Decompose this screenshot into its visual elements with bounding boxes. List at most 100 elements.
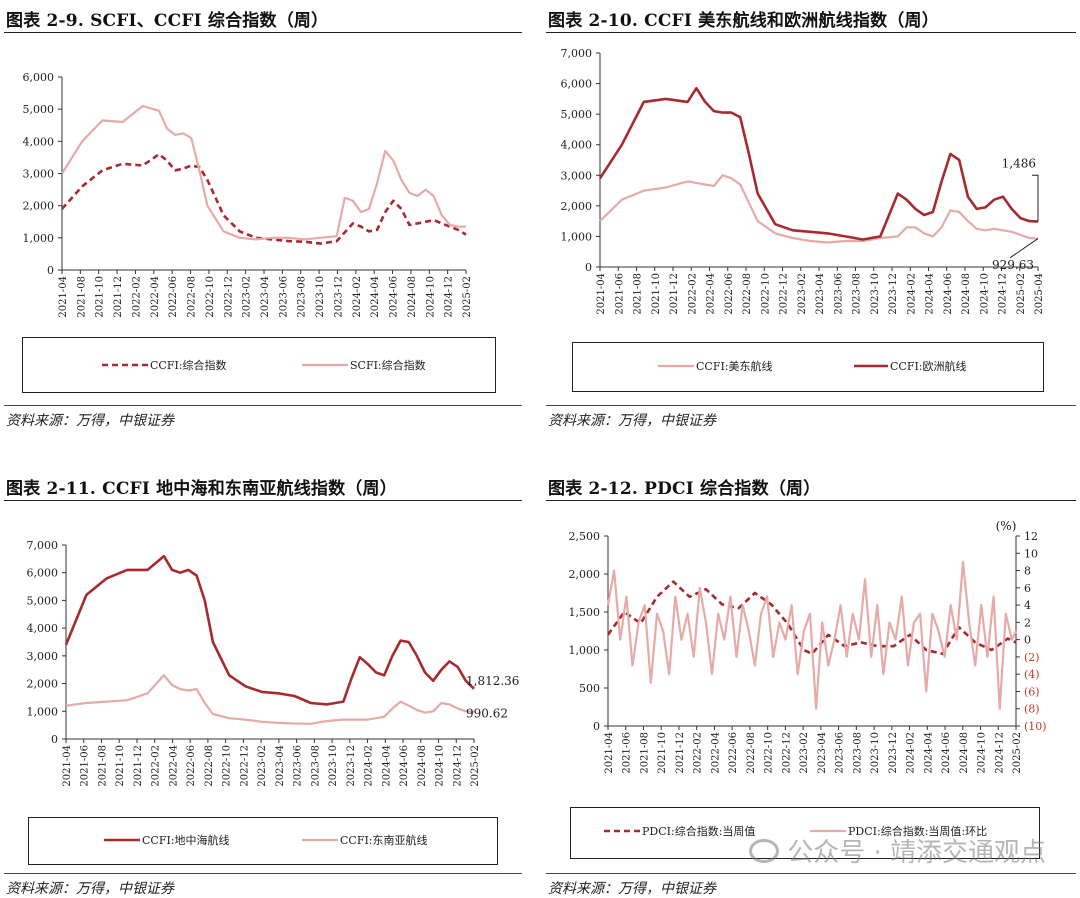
series-line-1 [598, 86, 1039, 241]
y2-tick-label: (10) [1024, 720, 1047, 733]
x-tick-label: 2024-08 [961, 273, 972, 315]
ccfi-us-east-europe-chart: 0 1,000 2,000 3,000 4,000 5,000 6,000 7,000 2021… [561, 47, 1046, 373]
y-tick-label: 7,000 [27, 539, 59, 552]
x-tick-label: 2022-10 [760, 273, 771, 315]
title-rule [546, 500, 1076, 501]
x-tick-label: 2023-08 [852, 273, 863, 315]
x-tick-label: 2021-06 [622, 732, 633, 774]
x-tick-label: 2023-10 [315, 276, 326, 318]
x-tick-label: 2022-02 [687, 273, 698, 315]
y-tick-label: 500 [579, 682, 600, 695]
x-tick-label: 2021-12 [669, 273, 680, 315]
x-tick-label: 2025-02 [1016, 273, 1027, 315]
x-tick-label: 2022-06 [186, 745, 197, 787]
x-tick-label: 2024-12 [998, 273, 1009, 315]
x-tick-label: 2023-04 [815, 273, 826, 315]
x-tick-label: 2022-12 [779, 273, 790, 315]
y-tick-label: 3,000 [561, 169, 593, 182]
x-tick-label: 2023-12 [888, 273, 899, 315]
x-tick-label: 2024-02 [906, 732, 917, 774]
y-tick-label: 4,000 [561, 139, 593, 152]
legend-box [572, 342, 1044, 392]
annotation-label: 1,486 [1002, 156, 1036, 170]
source-rule [546, 873, 1076, 874]
x-tick-label: 2024-06 [399, 745, 410, 787]
y-tick-label: 1,000 [561, 230, 593, 243]
x-tick-label: 2022-04 [150, 276, 161, 318]
x-tick-label: 2021-06 [614, 273, 625, 315]
x-tick-label: 2024-02 [906, 273, 917, 315]
x-tick-label: 2023-04 [275, 745, 286, 787]
chart-title-2-9: 图表 2-9. SCFI、CCFI 综合指数（周） [6, 11, 329, 31]
annotation-leader [1032, 174, 1039, 222]
source-rule [4, 405, 522, 406]
y-tick-label: 1,000 [569, 644, 601, 657]
y2-unit-label: (%) [996, 519, 1017, 533]
source-note: 资料来源：万得，中银证券 [6, 413, 174, 429]
y-tick-label: 2,000 [561, 200, 593, 213]
x-tick-label: 2022-10 [205, 276, 216, 318]
x-tick-label: 2025-02 [1012, 732, 1023, 774]
annotation-label: 990.62 [466, 707, 508, 721]
x-tick-label: 2022-04 [706, 273, 717, 315]
y-tick-label: 6,000 [23, 71, 55, 84]
x-tick-label: 2022-08 [204, 745, 215, 787]
source-note: 资料来源：万得，中银证券 [548, 413, 716, 429]
legend-box [570, 807, 1040, 859]
y-tick-label: 6,000 [27, 567, 59, 580]
x-tick-label: 2022-06 [728, 732, 739, 774]
x-tick-label: 2021-10 [651, 273, 662, 315]
legend-label: CCFI:东南亚航线 [340, 833, 428, 847]
title-rule [4, 500, 522, 501]
y-tick-label: 4,000 [23, 135, 55, 148]
x-tick-label: 2022-12 [239, 745, 250, 787]
series-line-0 [606, 580, 1017, 656]
x-tick-label: 2024-12 [452, 745, 463, 787]
x-tick-label: 2023-12 [346, 745, 357, 787]
x-tick-label: 2022-12 [223, 276, 234, 318]
x-tick-label: 2024-06 [389, 276, 400, 318]
x-tick-label: 2021-10 [657, 732, 668, 774]
x-tick-label: 2023-06 [833, 273, 844, 315]
x-tick-label: 2021-04 [58, 276, 69, 318]
x-tick-label: 2024-10 [425, 276, 436, 318]
y-tick-label: 3,000 [23, 168, 55, 181]
x-tick-label: 2023-12 [888, 732, 899, 774]
series-line-1 [65, 674, 475, 725]
x-tick-label: 2022-12 [781, 732, 792, 774]
x-tick-label: 2021-08 [76, 276, 87, 318]
x-tick-label: 2021-08 [97, 745, 108, 787]
x-tick-label: 2022-04 [710, 732, 721, 774]
x-tick-label: 2024-10 [979, 273, 990, 315]
x-tick-label: 2024-04 [923, 732, 934, 774]
title-rule [546, 32, 1076, 33]
x-tick-label: 2023-02 [257, 745, 268, 787]
legend-label: PDCI:综合指数:当周值:环比 [848, 824, 987, 838]
x-tick-label: 2023-02 [797, 273, 808, 315]
y-tick-label: 0 [593, 720, 600, 733]
x-tick-label: 2022-06 [168, 276, 179, 318]
wechat-icon [749, 838, 780, 863]
x-tick-label: 2024-08 [959, 732, 970, 774]
y-tick-label: 2,000 [23, 200, 55, 213]
x-tick-label: 2022-08 [742, 273, 753, 315]
annotation-label: 929.63 [992, 258, 1034, 272]
x-tick-label: 2024-12 [444, 276, 455, 318]
x-tick-label: 2023-06 [293, 745, 304, 787]
x-tick-label: 2021-04 [596, 273, 607, 315]
y-tick-label: 0 [47, 264, 54, 277]
y2-tick-label: 2 [1024, 616, 1031, 629]
series-line-1 [606, 560, 1017, 710]
y-tick-label: 6,000 [561, 78, 593, 91]
x-tick-label: 2024-02 [352, 276, 363, 318]
x-tick-label: 2021-08 [633, 273, 644, 315]
chart-title-2-12: 图表 2-12. PDCI 综合指数（周） [548, 479, 821, 499]
x-tick-label: 2023-10 [870, 273, 881, 315]
x-tick-label: 2022-06 [724, 273, 735, 315]
title-rule [4, 32, 522, 33]
x-tick-label: 2024-04 [370, 276, 381, 318]
series-line-0 [599, 174, 1039, 244]
y-tick-label: 1,000 [23, 232, 55, 245]
x-tick-label: 2024-02 [364, 745, 375, 787]
x-tick-label: 2021-10 [115, 745, 126, 787]
